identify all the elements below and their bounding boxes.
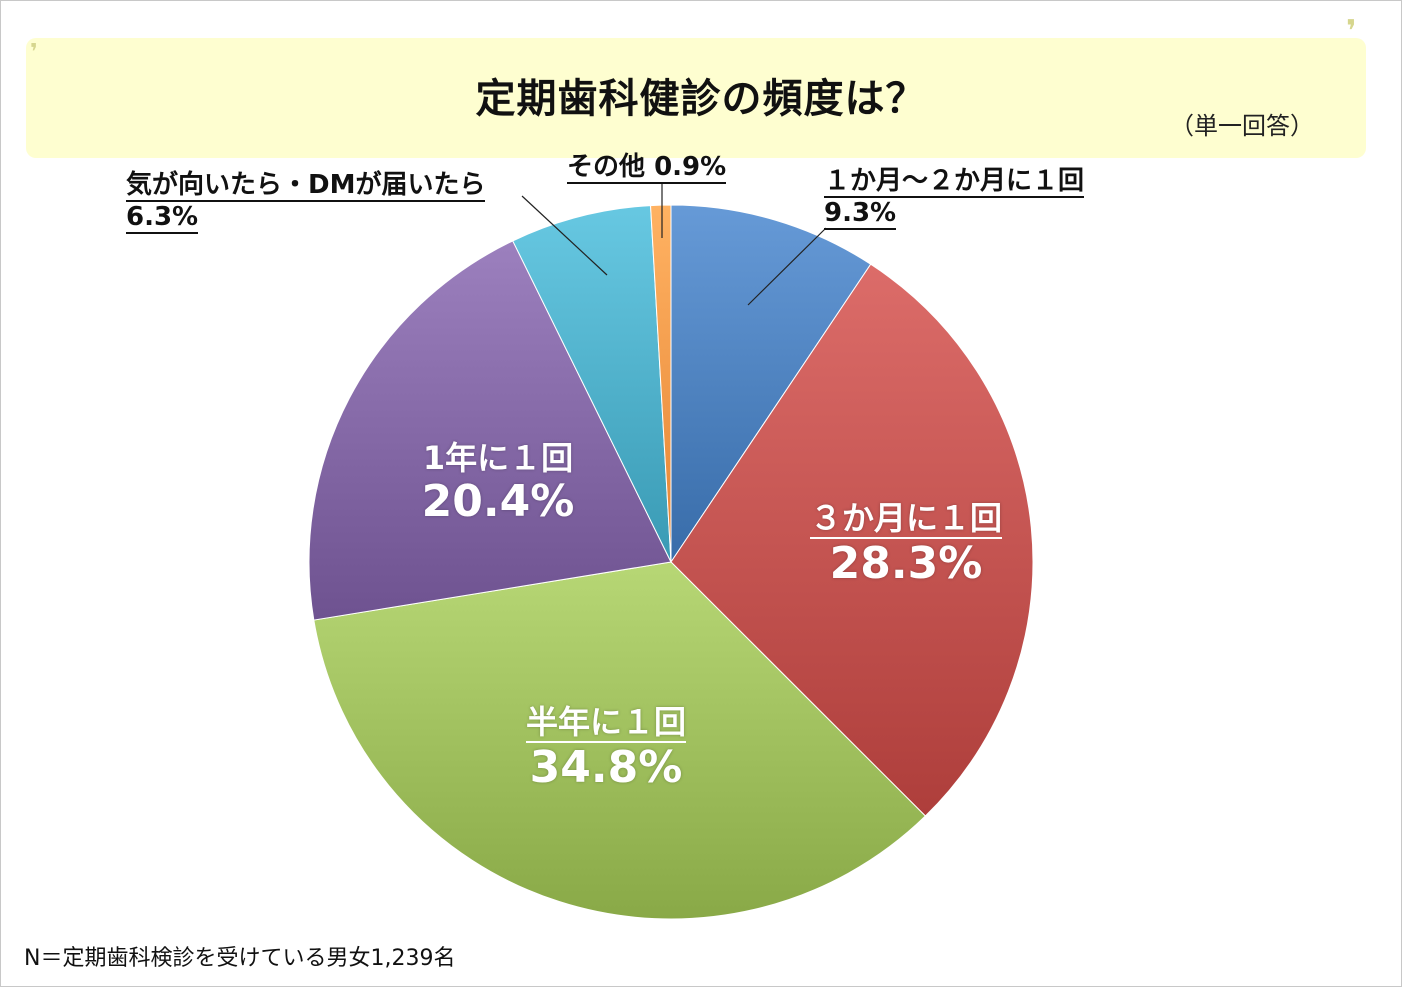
- inlabel-slice-3-value: 20.4%: [421, 475, 575, 527]
- banner-curl-left-icon: ❜: [30, 40, 38, 65]
- callout-slice-5-text: その他 0.9%: [567, 152, 727, 185]
- chart-subtitle: （単一回答）: [1170, 112, 1314, 140]
- leader-line-0: [747, 227, 827, 306]
- callout-slice-4-value: 6.3%: [126, 202, 199, 235]
- chart-title: 定期歯科健診の頻度は？: [475, 76, 927, 122]
- callout-slice-0-value: 9.3%: [824, 198, 897, 231]
- inlabel-slice-2: 半年に１回 34.8%: [476, 704, 736, 793]
- inlabel-slice-1-label: ３か月に１回: [809, 499, 1002, 539]
- sample-size-note: N＝定期歯科検診を受けている男女1,239名: [24, 946, 456, 971]
- pie-slice-3: [308, 240, 672, 621]
- callout-slice-5: その他 0.9%: [567, 152, 727, 185]
- leader-line-1: [521, 195, 608, 276]
- callout-slice-4: 気が向いたら・DMが届いたら 6.3%: [126, 170, 486, 235]
- inlabel-slice-1-value: 28.3%: [829, 537, 983, 589]
- inlabel-slice-3: 1年に１回 20.4%: [368, 440, 628, 527]
- banner-curl-right-icon: ❜: [1346, 14, 1357, 49]
- callout-slice-0: １か月～２か月に１回 9.3%: [824, 166, 1085, 231]
- inlabel-slice-2-label: 半年に１回: [525, 703, 686, 743]
- callout-slice-5-value: 0.9%: [654, 152, 727, 182]
- callout-slice-5-label: その他: [567, 152, 646, 182]
- callout-slice-4-label: 気が向いたら・DMが届いたら: [126, 170, 486, 203]
- callout-slice-0-label: １か月～２か月に１回: [824, 166, 1085, 199]
- pie-slice-5: [650, 204, 672, 563]
- inlabel-slice-2-value: 34.8%: [529, 741, 683, 793]
- pie-slice-2: [313, 561, 927, 920]
- inlabel-slice-3-label: 1年に１回: [422, 439, 574, 477]
- inlabel-slice-1: ３か月に１回 28.3%: [776, 500, 1036, 589]
- pie-slice-4: [512, 205, 672, 563]
- pie-slice-1: [670, 263, 1034, 817]
- pie-slice-0: [670, 204, 872, 564]
- title-banner: [26, 38, 1366, 158]
